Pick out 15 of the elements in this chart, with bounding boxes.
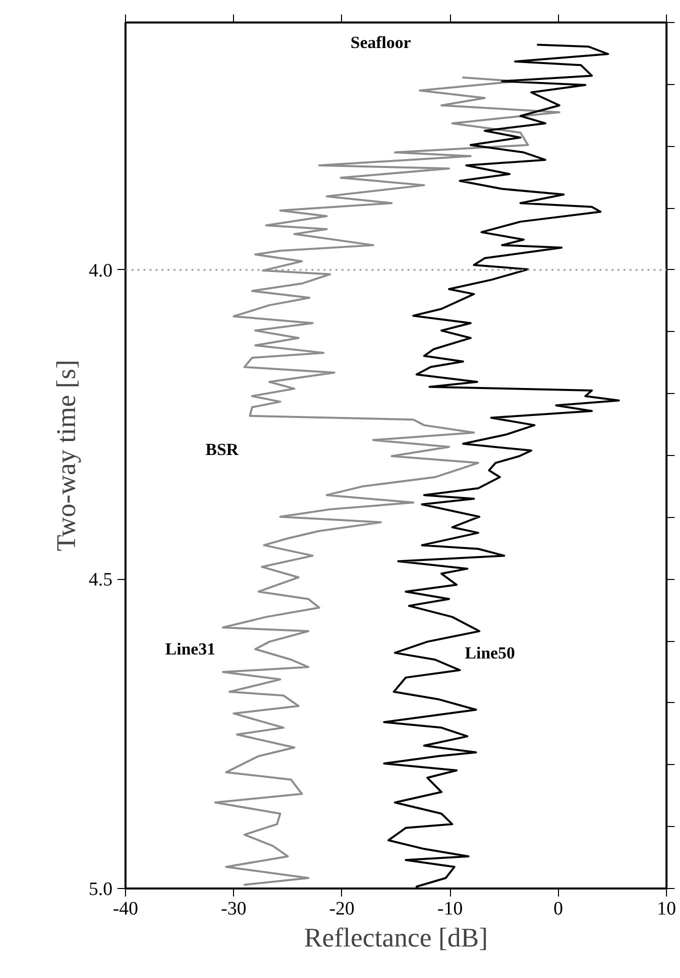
y-tick-label: 4.0 [88,260,112,282]
x-tick-label: 10 [657,898,676,920]
x-tick-label: -20 [329,898,355,920]
annotation: Seafloor [350,33,412,52]
x-tick-label: -30 [221,898,246,920]
y-tick-label: 4.5 [88,570,112,591]
series-label: Line50 [464,643,515,662]
y-axis-title: Two-way time [s] [50,360,81,552]
y-tick-label: 5.0 [88,879,112,900]
x-tick-label: -40 [112,898,138,920]
series-label: Line31 [165,640,216,659]
x-tick-label: -10 [437,898,463,920]
x-tick-label: 0 [554,898,564,920]
x-axis-title: Reflectance [dB] [304,922,488,952]
annotation: BSR [206,440,240,459]
